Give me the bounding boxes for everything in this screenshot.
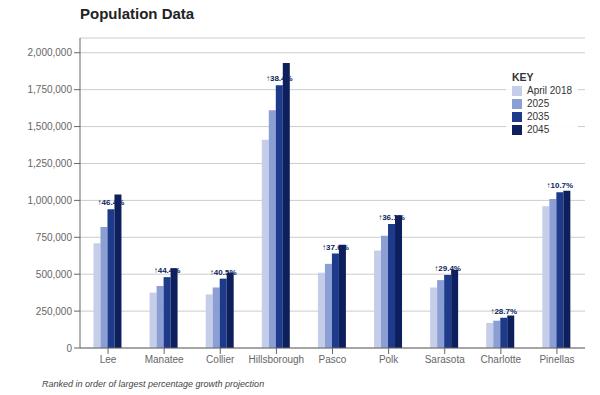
svg-text:0: 0 bbox=[66, 343, 72, 354]
svg-text:Pasco: Pasco bbox=[319, 354, 347, 365]
html-text:Population Data: Population Data bbox=[80, 5, 195, 22]
svg-text:750,000: 750,000 bbox=[36, 232, 73, 243]
svg-text:2,000,000: 2,000,000 bbox=[28, 47, 73, 58]
svg-text:↑46.4%: ↑46.4% bbox=[98, 198, 125, 207]
svg-text:Charlotte: Charlotte bbox=[481, 354, 522, 365]
svg-text:Lee: Lee bbox=[100, 354, 117, 365]
html-text:2045: 2045 bbox=[527, 124, 550, 135]
svg-text:↑10.7%: ↑10.7% bbox=[547, 181, 574, 190]
svg-text:1,250,000: 1,250,000 bbox=[28, 158, 73, 169]
svg-text:Pinellas: Pinellas bbox=[539, 354, 574, 365]
html-text:2035: 2035 bbox=[527, 111, 550, 122]
svg-text:Manatee: Manatee bbox=[145, 354, 184, 365]
svg-text:Polk: Polk bbox=[379, 354, 399, 365]
svg-text:Hillsborough: Hillsborough bbox=[249, 354, 305, 365]
svg-text:↑29.4%: ↑29.4% bbox=[434, 264, 461, 273]
html-text:2025: 2025 bbox=[527, 98, 550, 109]
svg-text:1,750,000: 1,750,000 bbox=[28, 84, 73, 95]
svg-text:500,000: 500,000 bbox=[36, 269, 73, 280]
html-text:KEY: KEY bbox=[512, 71, 534, 83]
svg-text:250,000: 250,000 bbox=[36, 306, 73, 317]
svg-text:↑38.4%: ↑38.4% bbox=[266, 74, 293, 83]
svg-text:↑37.6%: ↑37.6% bbox=[322, 243, 349, 252]
html-text:April 2018: April 2018 bbox=[527, 85, 572, 96]
svg-text:↑36.1%: ↑36.1% bbox=[378, 213, 405, 222]
svg-text:↑44.4%: ↑44.4% bbox=[154, 266, 181, 275]
svg-text:1,500,000: 1,500,000 bbox=[28, 121, 73, 132]
svg-text:1,000,000: 1,000,000 bbox=[28, 195, 73, 206]
svg-text:Sarasota: Sarasota bbox=[425, 354, 465, 365]
svg-text:↑40.5%: ↑40.5% bbox=[210, 268, 237, 277]
html-text:Ranked in order of largest per: Ranked in order of largest percentage gr… bbox=[42, 379, 265, 389]
svg-text:Collier: Collier bbox=[206, 354, 235, 365]
svg-text:↑28.7%: ↑28.7% bbox=[490, 307, 517, 316]
